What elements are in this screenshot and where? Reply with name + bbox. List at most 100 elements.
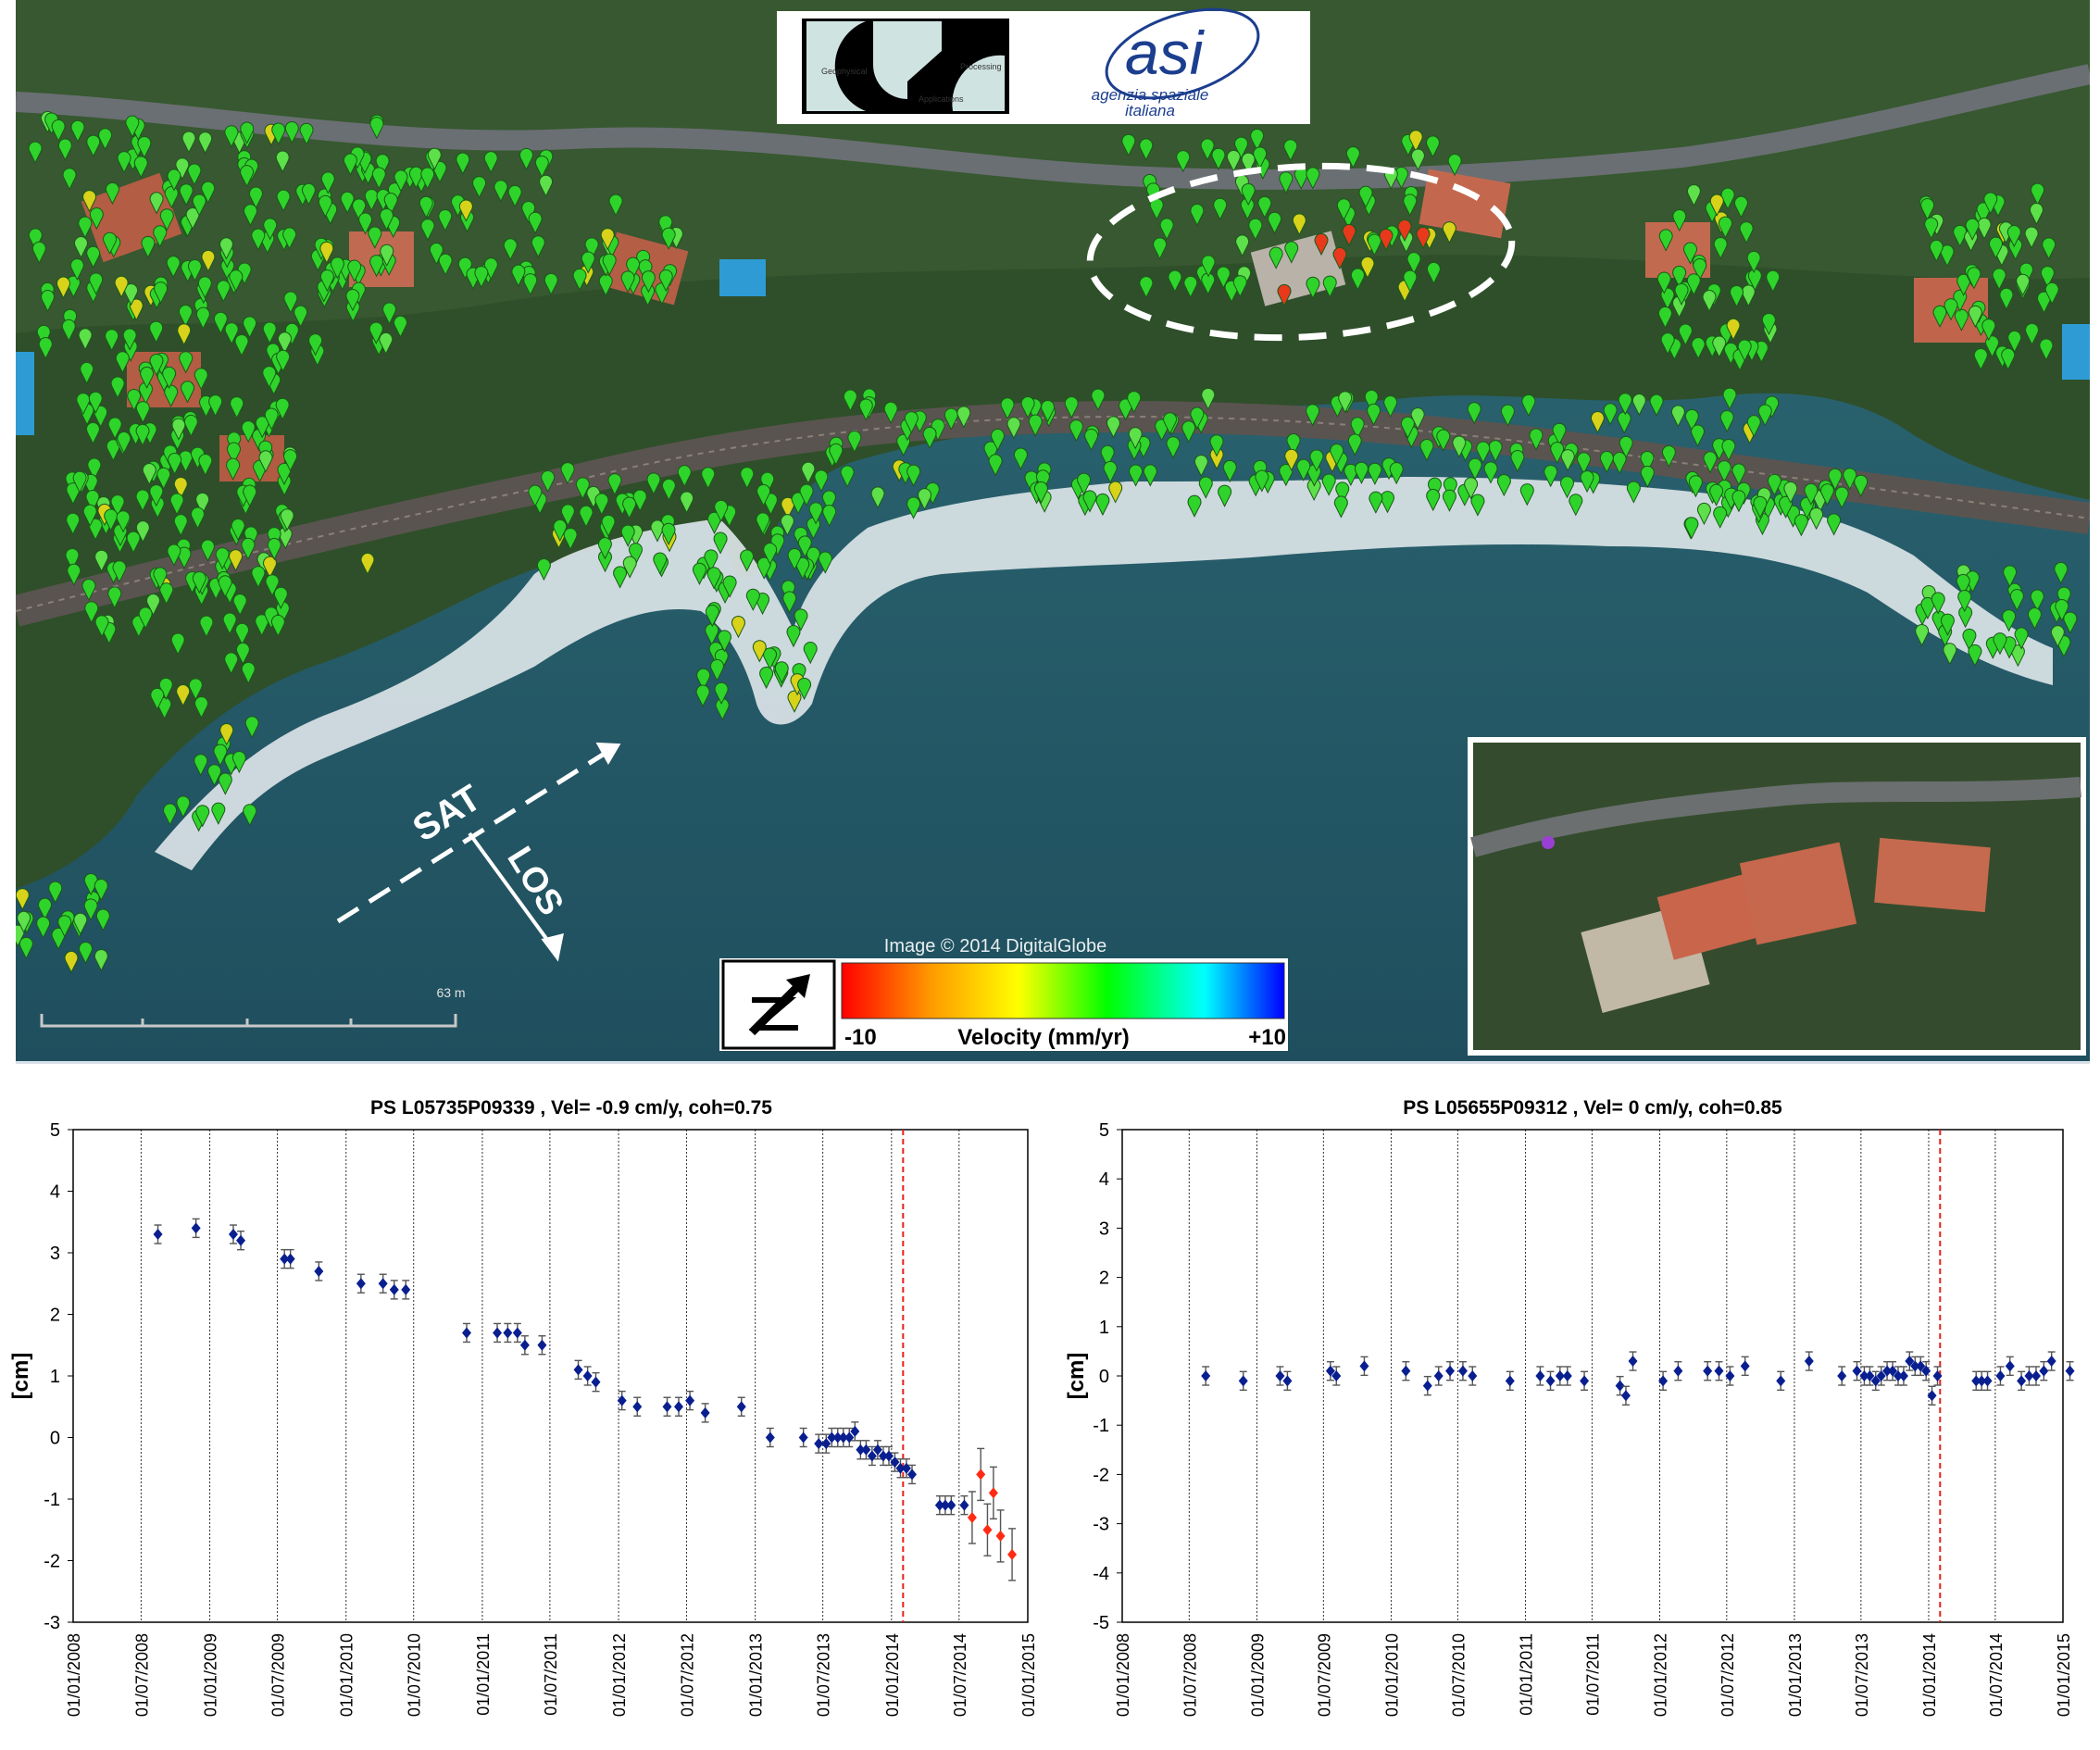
data-point (1620, 1390, 1631, 1402)
x-tick-label: 01/07/2011 (1583, 1633, 1602, 1716)
ps-marker (16, 924, 25, 947)
ps-marker (270, 614, 285, 638)
ps-marker (797, 535, 812, 558)
ps-marker (713, 531, 728, 555)
ps-marker (1660, 332, 1675, 356)
ps-marker (112, 560, 127, 583)
satellite-map: Geophysical Applications Processing asi … (16, 0, 2090, 1061)
data-point (1562, 1370, 1572, 1381)
ps-marker (1983, 192, 1998, 215)
y-tick-label: 2 (1099, 1269, 1109, 1289)
data-point (967, 1511, 977, 1523)
ps-marker (255, 416, 269, 439)
ps-marker (2007, 330, 2022, 354)
ps-marker (1345, 146, 1360, 169)
ps-marker (1713, 506, 1728, 529)
ps-marker (661, 478, 676, 502)
data-point (2017, 1375, 2027, 1387)
scale-label: 63 m (436, 985, 465, 1000)
x-tick-label: 01/01/2008 (1114, 1633, 1132, 1717)
ps-marker (264, 407, 279, 431)
y-tick-label: 0 (1099, 1367, 1109, 1387)
ps-marker (191, 506, 205, 530)
ps-marker (1590, 410, 1605, 434)
ps-marker (195, 805, 210, 828)
ps-marker (756, 512, 770, 535)
ps-marker (110, 494, 125, 518)
data-point (191, 1222, 201, 1234)
ps-marker (896, 433, 911, 457)
ps-marker (282, 227, 297, 250)
ps-marker (2016, 273, 2031, 297)
ps-marker (613, 566, 628, 589)
ps-marker (1187, 494, 1202, 518)
data-point (1870, 1375, 1881, 1387)
ps-marker (1968, 644, 1982, 668)
data-point (1837, 1370, 1847, 1381)
data-point (1238, 1375, 1248, 1387)
ps-marker (1722, 387, 1737, 410)
ps-marker (168, 452, 182, 476)
data-point (976, 1469, 986, 1481)
asi-mark: asi (1125, 19, 1206, 87)
ps-marker (818, 551, 832, 574)
ps-marker (1426, 261, 1441, 285)
x-tick-label: 01/01/2010 (1382, 1633, 1401, 1717)
ps-marker (1006, 417, 1021, 440)
data-point (573, 1364, 583, 1376)
ps-marker (164, 186, 179, 209)
ps-marker (1257, 195, 1272, 219)
ps-marker (1360, 256, 1375, 280)
ps-marker (740, 549, 755, 572)
y-tick-label: 1 (1099, 1318, 1109, 1338)
ps-marker (1255, 469, 1269, 493)
ps-marker (73, 236, 88, 259)
ps-marker (1464, 477, 1479, 500)
ps-marker (56, 276, 70, 299)
ps-marker (1146, 182, 1160, 206)
ps-marker (117, 431, 131, 455)
ps-marker (1364, 389, 1379, 413)
ps-marker (1828, 468, 1843, 491)
ps-marker (1369, 491, 1383, 514)
data-point (946, 1499, 956, 1511)
data-point (674, 1401, 684, 1413)
data-point (1468, 1370, 1478, 1381)
ps-marker (661, 227, 676, 250)
ps-marker (169, 493, 184, 516)
ps-marker (584, 237, 599, 260)
data-point (1893, 1370, 1903, 1381)
ps-marker (1965, 218, 1980, 241)
y-tick-label: -1 (44, 1490, 60, 1510)
ps-marker (153, 567, 168, 590)
ps-marker (1988, 236, 2003, 259)
map-bottom-edge (16, 1061, 2090, 1064)
ps-marker (244, 526, 258, 549)
ps-marker (82, 504, 97, 527)
ps-marker (208, 394, 223, 418)
ps-marker (803, 642, 818, 665)
ps-markers (16, 110, 2078, 974)
ps-marker (1077, 472, 1092, 495)
ps-marker (1020, 396, 1035, 419)
ps-marker (821, 490, 836, 513)
ps-marker (1656, 271, 1671, 294)
data-point (2005, 1360, 2015, 1372)
ps-marker (1693, 257, 1707, 281)
ps-marker (456, 152, 470, 175)
ps-marker (904, 411, 919, 434)
ps-marker (294, 305, 308, 328)
ps-marker (745, 588, 760, 611)
ps-marker (786, 625, 801, 648)
ps-marker (1013, 447, 1028, 470)
ps-marker (140, 366, 155, 390)
ps-marker (241, 661, 256, 685)
ps-marker (2001, 347, 2016, 371)
ps-marker (122, 328, 137, 351)
ps-marker (1367, 403, 1381, 427)
x-tick-label: 01/01/2010 (338, 1633, 356, 1717)
data-point (1007, 1548, 1018, 1560)
data-point (838, 1431, 848, 1444)
ps-marker (251, 566, 266, 589)
ps-marker (1322, 275, 1337, 298)
